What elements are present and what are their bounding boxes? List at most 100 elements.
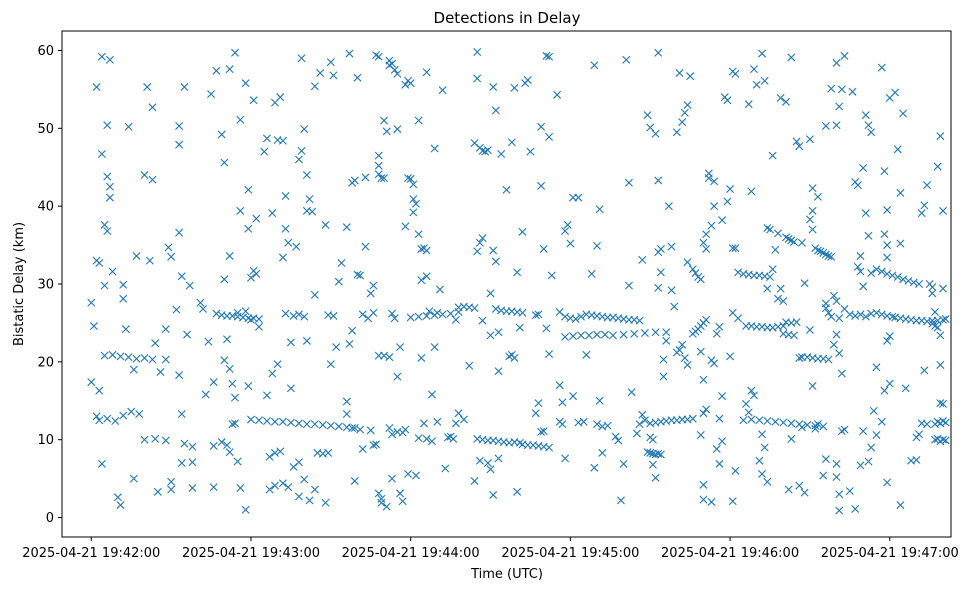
data-point (832, 330, 841, 339)
data-point (837, 85, 846, 94)
data-point (755, 456, 764, 465)
data-point (156, 367, 165, 376)
data-point (537, 181, 546, 190)
data-point (244, 224, 253, 233)
data-point (534, 399, 543, 408)
data-point (220, 356, 229, 365)
data-point (600, 330, 609, 339)
data-point (318, 420, 327, 429)
data-point (103, 414, 112, 423)
data-point (771, 417, 780, 426)
data-point (473, 247, 482, 256)
data-point (779, 418, 788, 427)
data-point (624, 281, 633, 290)
data-point (422, 246, 431, 255)
data-point (491, 106, 500, 115)
data-point (558, 420, 567, 429)
data-point (837, 369, 846, 378)
data-point (704, 174, 713, 183)
data-point (864, 457, 873, 466)
data-point (233, 308, 242, 317)
data-point (792, 318, 801, 327)
data-point (590, 463, 599, 472)
data-point (406, 79, 415, 88)
data-point (537, 122, 546, 131)
data-point (880, 167, 889, 176)
data-point (712, 329, 721, 338)
data-point (555, 381, 564, 390)
data-point (545, 132, 554, 141)
data-point (654, 48, 663, 57)
data-point (441, 464, 450, 473)
data-point (358, 445, 367, 454)
data-point (715, 459, 724, 468)
data-point (920, 366, 929, 375)
data-point (763, 417, 772, 425)
data-point (593, 420, 601, 429)
data-point (473, 48, 482, 57)
data-point (774, 229, 782, 238)
data-point (97, 150, 106, 158)
data-point (451, 315, 460, 324)
data-point (337, 258, 346, 267)
data-point (486, 289, 495, 298)
data-point (268, 369, 277, 378)
y-tick-label: 20 (37, 355, 54, 370)
data-point (305, 195, 314, 204)
data-point (175, 371, 184, 380)
data-point (787, 53, 796, 62)
data-point (683, 258, 692, 267)
data-point (537, 427, 546, 436)
data-point (707, 497, 716, 506)
data-point (374, 52, 383, 61)
data-point (100, 351, 109, 360)
data-point (760, 76, 769, 85)
data-point (880, 230, 889, 239)
data-point (417, 244, 426, 253)
data-point (635, 316, 644, 325)
data-point (747, 187, 756, 196)
data-point (366, 289, 375, 298)
data-point (861, 312, 870, 321)
data-point (795, 481, 804, 490)
data-point (223, 441, 232, 450)
data-point (326, 421, 335, 430)
data-point (899, 109, 908, 118)
data-point (569, 332, 578, 341)
data-point (864, 231, 873, 240)
data-point (771, 245, 780, 254)
data-point (702, 315, 711, 324)
data-point (396, 489, 405, 498)
data-point (449, 434, 458, 443)
data-point (382, 502, 391, 511)
data-point (939, 284, 948, 293)
data-point (792, 137, 801, 146)
data-point (768, 265, 777, 274)
data-point (707, 221, 716, 230)
data-point (470, 139, 479, 148)
data-point (409, 195, 418, 204)
data-point (883, 253, 892, 262)
data-point (803, 420, 812, 429)
data-point (161, 436, 170, 445)
data-point (369, 441, 378, 450)
data-point (401, 425, 410, 434)
data-point (278, 479, 287, 488)
data-point (292, 242, 301, 251)
data-point (419, 419, 428, 428)
data-point (883, 478, 892, 487)
data-point (579, 417, 588, 426)
data-point (851, 504, 860, 513)
data-point (805, 325, 814, 334)
x-axis-label: Time (UTC) (470, 567, 543, 582)
data-point (284, 483, 293, 492)
data-point (425, 307, 434, 316)
data-point (489, 246, 498, 255)
data-point (699, 409, 708, 418)
data-point (835, 349, 844, 358)
data-point (739, 416, 748, 425)
data-point (712, 445, 721, 454)
data-point (404, 174, 413, 183)
data-point (808, 206, 817, 215)
data-point (867, 269, 876, 278)
